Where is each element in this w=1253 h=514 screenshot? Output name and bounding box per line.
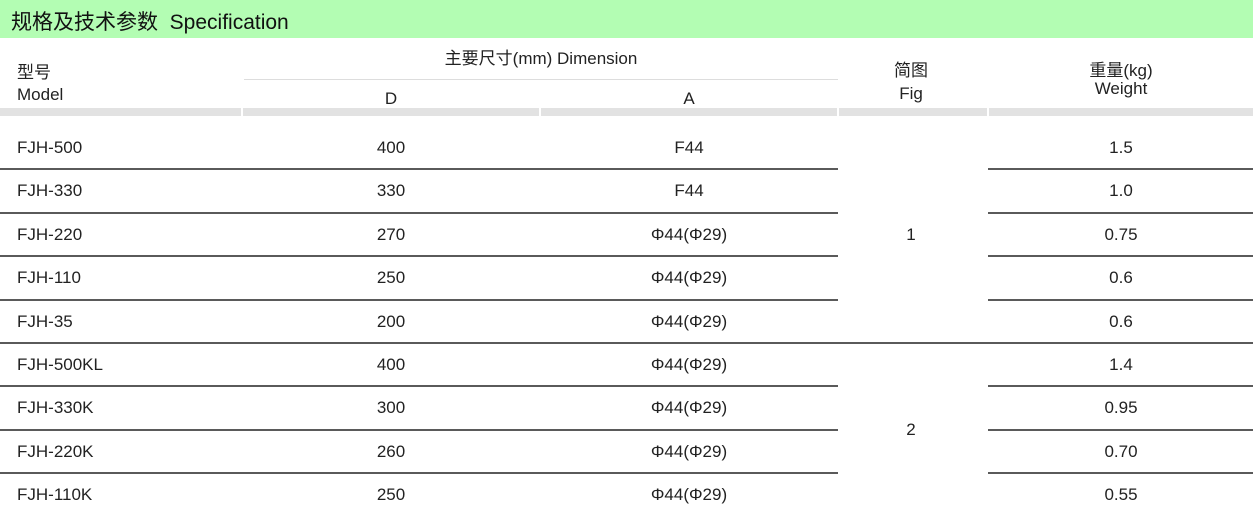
model-cell: FJH-500 [17, 138, 83, 157]
table-title: 规格及技术参数 Specification [11, 11, 289, 34]
a-cell: Φ44(Φ29) [650, 311, 728, 331]
row-divider [0, 168, 838, 171]
row-divider [0, 298, 838, 301]
row-divider [0, 211, 838, 214]
a-cell: Φ44(Φ29) [650, 398, 728, 418]
header-weight-cn: 重量(kg) [1089, 61, 1153, 80]
a-cell: F44 [674, 138, 704, 157]
row-divider [988, 428, 1253, 431]
model-cell: FJH-35 [17, 311, 73, 331]
a-cell: Φ44(Φ29) [650, 485, 728, 505]
weight-cell: 1.0 [1109, 181, 1133, 201]
model-cell: FJH-330 [17, 181, 83, 201]
a-cell: F44 [674, 181, 704, 201]
row-divider [988, 168, 1253, 171]
header-bar [243, 108, 539, 116]
weight-cell: 0.55 [1104, 485, 1138, 505]
model-cell: FJH-110 [17, 268, 81, 288]
d-cell: 400 [376, 138, 406, 157]
header-bar [989, 108, 1253, 116]
header-model-cn: 型号 [17, 63, 51, 82]
row-divider [0, 342, 1253, 344]
d-cell: 250 [376, 268, 406, 288]
header-model-en: Model [17, 85, 64, 104]
model-cell: FJH-220K [17, 441, 94, 461]
header-divider [244, 79, 838, 80]
model-cell: FJH-110K [17, 485, 93, 505]
row-divider [0, 255, 838, 258]
row-divider [0, 472, 838, 475]
row-divider [0, 428, 838, 431]
d-cell: 400 [376, 355, 406, 374]
fig-cell: 2 [906, 419, 916, 439]
header-bar [839, 108, 987, 116]
d-cell: 270 [376, 224, 406, 244]
a-cell: Φ44(Φ29) [650, 224, 728, 244]
a-cell: Φ44(Φ29) [650, 268, 728, 288]
header-a: A [683, 89, 695, 108]
a-cell: Φ44(Φ29) [650, 355, 728, 374]
d-cell: 250 [376, 485, 406, 505]
weight-cell: 1.4 [1109, 355, 1133, 374]
a-cell: Φ44(Φ29) [650, 441, 728, 461]
d-cell: 260 [376, 441, 406, 461]
row-divider [988, 211, 1253, 214]
model-cell: FJH-500KL [17, 355, 103, 374]
header-bar [0, 108, 241, 116]
row-divider [988, 298, 1253, 301]
model-cell: FJH-220 [17, 224, 83, 244]
header-fig-en: Fig [899, 84, 923, 103]
row-divider [988, 255, 1253, 258]
weight-cell: 0.70 [1104, 441, 1138, 461]
d-cell: 330 [376, 181, 406, 201]
row-divider [988, 472, 1253, 475]
weight-cell: 1.5 [1109, 138, 1133, 157]
header-weight-en: Weight [1094, 79, 1148, 98]
row-divider [0, 385, 838, 388]
header-dimension: 主要尺寸(mm) Dimension [444, 49, 638, 68]
header-fig-cn: 简图 [894, 61, 928, 80]
weight-cell: 0.6 [1109, 311, 1133, 331]
header-d: D [384, 89, 398, 108]
weight-cell: 0.6 [1109, 268, 1133, 288]
fig-cell: 1 [906, 224, 916, 244]
d-cell: 200 [376, 311, 406, 331]
header-bar [541, 108, 837, 116]
model-cell: FJH-330K [17, 398, 94, 418]
d-cell: 300 [376, 398, 406, 418]
weight-cell: 0.95 [1104, 398, 1138, 418]
title-banner: 规格及技术参数 Specification [0, 0, 1253, 38]
weight-cell: 0.75 [1104, 224, 1138, 244]
row-divider [988, 385, 1253, 388]
